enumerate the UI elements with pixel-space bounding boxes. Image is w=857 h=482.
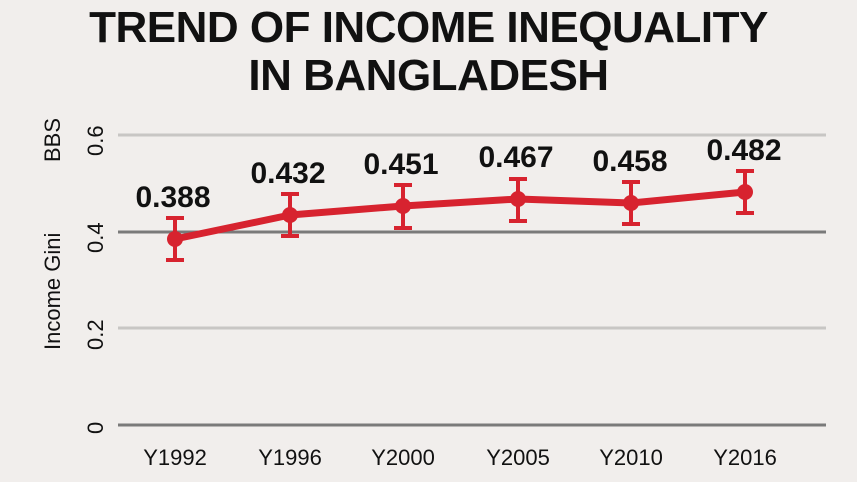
series-line (171, 188, 749, 243)
y-tick: 0.6 (83, 125, 108, 156)
y-tick: 0.2 (83, 319, 108, 350)
y-axis-label: Income Gini (40, 233, 65, 350)
value-label: 0.467 (478, 141, 553, 174)
x-tick: Y1992 (143, 445, 207, 470)
value-label: 0.388 (135, 181, 210, 214)
data-point (623, 195, 639, 211)
data-point (282, 207, 298, 223)
chart-title-line1: TREND OF INCOME INEQUALITY (89, 3, 768, 52)
chart-title: TREND OF INCOME INEQUALITY IN BANGLADESH (0, 4, 857, 100)
chart-title-line2: IN BANGLADESH (248, 51, 609, 100)
y-tick: 0.4 (83, 222, 108, 253)
data-point (510, 191, 526, 207)
y-axis-sublabel: BBS (40, 118, 65, 162)
x-tick: Y2005 (486, 445, 550, 470)
data-point (737, 184, 753, 200)
x-tick: Y1996 (258, 445, 322, 470)
x-tick-labels: Y1992 Y1996 Y2000 Y2005 Y2010 Y2016 (143, 445, 777, 470)
y-axis-title: Income Gini BBS (40, 118, 65, 350)
gridlines (118, 133, 826, 427)
y-tick: 0 (83, 422, 108, 434)
y-tick-labels: 0 0.2 0.4 0.6 (83, 125, 108, 434)
value-labels: 0.388 0.432 0.451 0.467 0.458 0.482 (135, 134, 781, 214)
x-tick: Y2010 (599, 445, 663, 470)
data-point (167, 231, 183, 247)
x-tick: Y2016 (713, 445, 777, 470)
value-label: 0.458 (592, 145, 667, 178)
value-label: 0.451 (363, 148, 438, 181)
data-point (395, 198, 411, 214)
value-label: 0.432 (250, 157, 325, 190)
x-tick: Y2000 (371, 445, 435, 470)
data-points (167, 184, 753, 247)
value-label: 0.482 (706, 134, 781, 167)
